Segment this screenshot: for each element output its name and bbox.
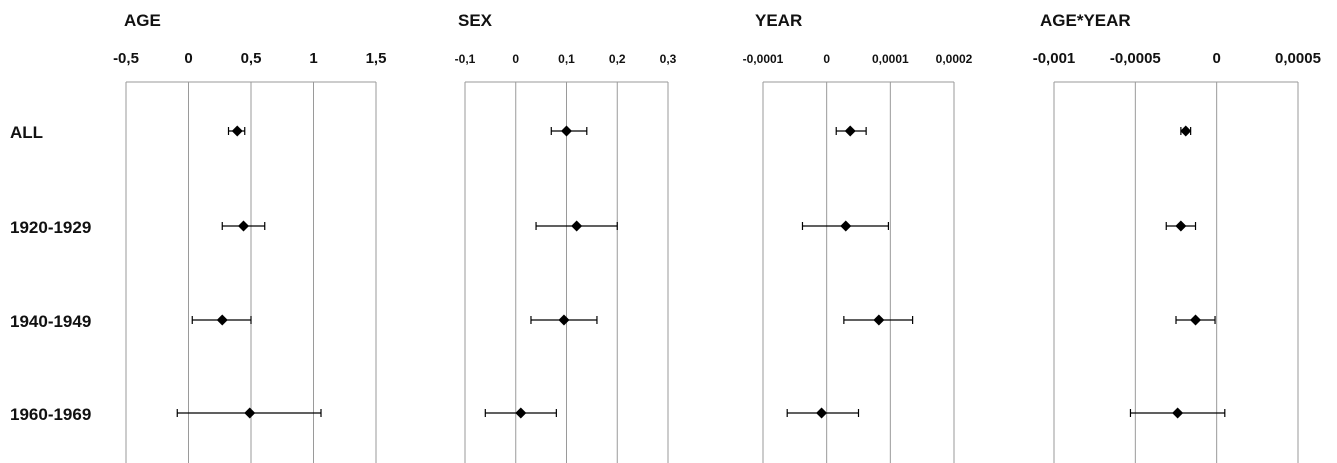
tick-label: 0 bbox=[1212, 50, 1220, 67]
estimate-1920-1929 bbox=[221, 220, 266, 232]
panel-sex: SEX -0,1 0 0,1 0,2 0,3 bbox=[455, 11, 677, 463]
estimate-all bbox=[835, 125, 867, 137]
estimate-1920-1929 bbox=[535, 220, 618, 232]
point-estimate-marker bbox=[1172, 407, 1184, 419]
panel-age: AGE -0,5 0 0,5 1 1,5 bbox=[113, 11, 386, 463]
tick-label: 0,0001 bbox=[872, 52, 909, 66]
point-estimate-marker bbox=[216, 314, 228, 326]
tick-label: 0 bbox=[184, 50, 192, 67]
tick-label: -0,1 bbox=[455, 52, 476, 66]
panel-title: AGE bbox=[124, 11, 161, 30]
estimate-1960-1969 bbox=[786, 407, 860, 419]
point-estimate-marker bbox=[571, 220, 583, 232]
tick-label: -0,0005 bbox=[1110, 50, 1161, 67]
tick-label: -0,001 bbox=[1033, 50, 1076, 67]
point-estimate-marker bbox=[1175, 220, 1187, 232]
point-estimate-marker bbox=[231, 125, 243, 137]
tick-label: 0,0002 bbox=[936, 52, 973, 66]
tick-label: -0,0001 bbox=[743, 52, 784, 66]
point-estimate-marker bbox=[844, 125, 856, 137]
tick-label: 1 bbox=[309, 50, 317, 67]
point-estimate-marker bbox=[816, 407, 828, 419]
point-estimate-marker bbox=[558, 314, 570, 326]
point-estimate-marker bbox=[1190, 314, 1202, 326]
point-estimate-marker bbox=[238, 220, 249, 232]
row-label-1960-1969: 1960-1969 bbox=[10, 405, 91, 424]
point-estimate-marker bbox=[561, 125, 572, 137]
panel-year: YEAR -0,0001 0 0,0001 0,0002 bbox=[743, 11, 973, 463]
estimate-all bbox=[1180, 125, 1192, 137]
panel-age-x-year: AGE*YEAR -0,001 -0,0005 0 0,0005 bbox=[1033, 11, 1321, 463]
panel-title: YEAR bbox=[755, 11, 802, 30]
tick-label: 1,5 bbox=[366, 50, 387, 67]
estimate-1940-1949 bbox=[1175, 314, 1216, 326]
forest-panels: AGE -0,5 0 0,5 1 1,5 SEX -0,1 0 0,1 0,2 0,3 YEAR -0,0… bbox=[113, 11, 1321, 463]
tick-label: -0,5 bbox=[113, 50, 139, 67]
tick-label: 0,3 bbox=[660, 52, 677, 66]
tick-label: 0 bbox=[823, 52, 830, 66]
tick-label: 0 bbox=[512, 52, 519, 66]
row-label-1920-1929: 1920-1929 bbox=[10, 218, 91, 237]
point-estimate-marker bbox=[840, 220, 852, 232]
estimate-1960-1969 bbox=[176, 407, 322, 419]
tick-label: 0,5 bbox=[241, 50, 262, 67]
estimate-all bbox=[550, 125, 588, 137]
estimate-1940-1949 bbox=[191, 314, 252, 326]
estimate-1940-1949 bbox=[530, 314, 598, 326]
row-labels: ALL 1920-1929 1940-1949 1960-1969 bbox=[10, 123, 91, 424]
row-label-1940-1949: 1940-1949 bbox=[10, 312, 91, 331]
tick-label: 0,0005 bbox=[1275, 50, 1321, 67]
tick-label: 0,1 bbox=[558, 52, 575, 66]
estimate-1920-1929 bbox=[801, 220, 890, 232]
panel-title: AGE*YEAR bbox=[1040, 11, 1131, 30]
tick-label: 0,2 bbox=[609, 52, 626, 66]
point-estimate-marker bbox=[1180, 125, 1192, 137]
point-estimate-marker bbox=[244, 407, 256, 419]
row-label-all: ALL bbox=[10, 123, 43, 142]
panel-title: SEX bbox=[458, 11, 493, 30]
estimate-1960-1969 bbox=[484, 407, 557, 419]
estimate-1960-1969 bbox=[1129, 407, 1226, 419]
point-estimate-marker bbox=[515, 407, 527, 419]
estimate-1920-1929 bbox=[1165, 220, 1197, 232]
estimate-all bbox=[227, 125, 246, 137]
point-estimate-marker bbox=[873, 314, 885, 326]
estimate-1940-1949 bbox=[843, 314, 914, 326]
